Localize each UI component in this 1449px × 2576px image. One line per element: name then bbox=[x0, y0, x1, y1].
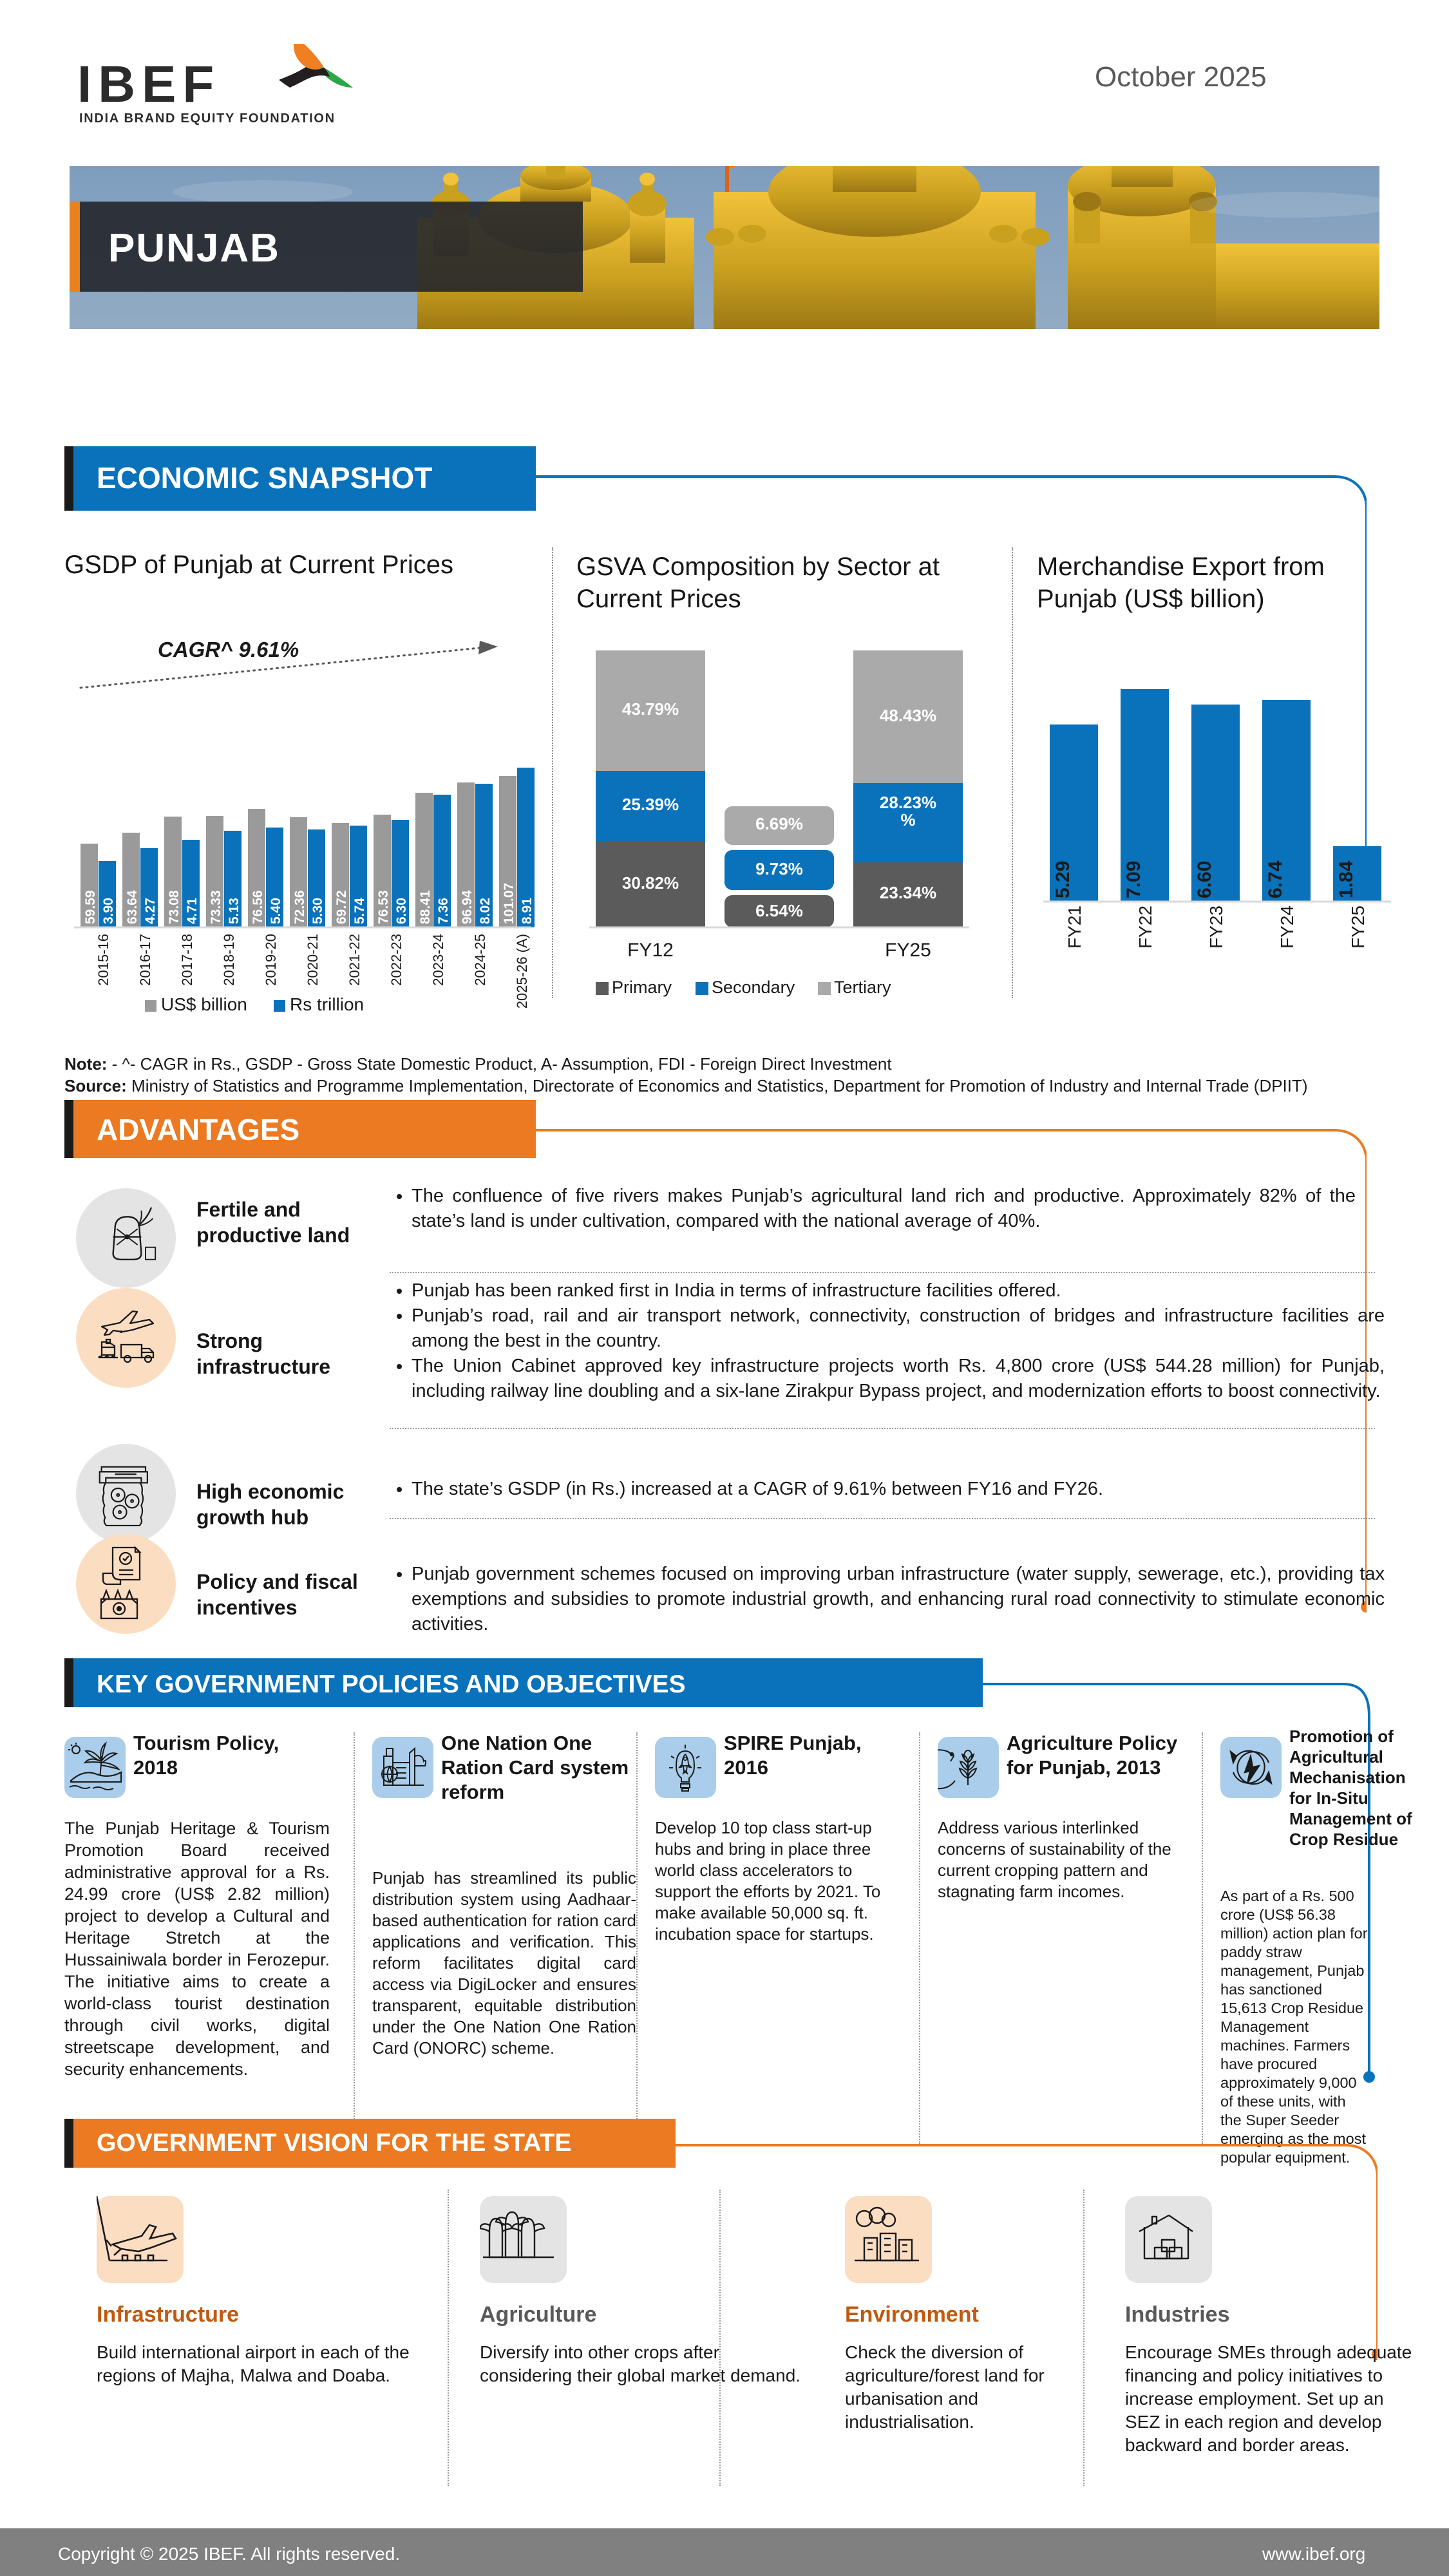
svg-text:76.53: 76.53 bbox=[376, 890, 391, 924]
svg-text:Secondary: Secondary bbox=[712, 978, 795, 997]
svg-text:5.40: 5.40 bbox=[269, 898, 283, 924]
svg-text:8.91: 8.91 bbox=[520, 898, 535, 924]
svg-text:Primary: Primary bbox=[612, 978, 672, 997]
svg-text:Rs trillion: Rs trillion bbox=[290, 995, 364, 1014]
svg-text:23.34%: 23.34% bbox=[880, 883, 936, 902]
svg-text:FY22: FY22 bbox=[1135, 905, 1155, 949]
svg-text:43.79%: 43.79% bbox=[622, 699, 679, 719]
svg-text:3.90: 3.90 bbox=[101, 898, 116, 924]
svg-text:9.73%: 9.73% bbox=[755, 859, 803, 878]
svg-text:30.82%: 30.82% bbox=[622, 873, 679, 893]
svg-text:6.54%: 6.54% bbox=[755, 901, 803, 920]
svg-text:5.13: 5.13 bbox=[227, 898, 242, 924]
svg-text:4.27: 4.27 bbox=[143, 898, 158, 924]
svg-text:8.02: 8.02 bbox=[478, 898, 493, 924]
svg-text:FY24: FY24 bbox=[1277, 905, 1297, 949]
svg-text:28.23%: 28.23% bbox=[880, 793, 936, 812]
svg-text:96.94: 96.94 bbox=[460, 890, 475, 924]
svg-text:FY12: FY12 bbox=[627, 940, 674, 961]
svg-text:73.08: 73.08 bbox=[167, 890, 182, 924]
svg-text:%: % bbox=[900, 810, 915, 829]
svg-text:FY25: FY25 bbox=[885, 940, 931, 961]
svg-text:7.09: 7.09 bbox=[1123, 861, 1144, 898]
svg-text:59.59: 59.59 bbox=[83, 890, 98, 924]
svg-text:Tertiary: Tertiary bbox=[834, 978, 891, 997]
svg-text:88.41: 88.41 bbox=[418, 890, 433, 924]
svg-text:73.33: 73.33 bbox=[209, 890, 223, 924]
svg-text:7.36: 7.36 bbox=[436, 898, 451, 924]
svg-text:2016-17: 2016-17 bbox=[137, 934, 153, 986]
svg-text:6.74: 6.74 bbox=[1265, 860, 1286, 898]
svg-text:INDIA BRAND EQUITY FOUNDATION: INDIA BRAND EQUITY FOUNDATION bbox=[79, 111, 336, 126]
svg-text:69.72: 69.72 bbox=[334, 890, 349, 924]
svg-text:63.64: 63.64 bbox=[125, 890, 140, 924]
svg-text:72.36: 72.36 bbox=[292, 890, 307, 924]
svg-text:6.69%: 6.69% bbox=[755, 814, 803, 833]
svg-text:25.39%: 25.39% bbox=[622, 795, 679, 814]
svg-text:FY23: FY23 bbox=[1206, 905, 1226, 949]
svg-text:76.56: 76.56 bbox=[251, 890, 265, 924]
svg-text:FY25: FY25 bbox=[1348, 905, 1368, 949]
svg-text:6.60: 6.60 bbox=[1194, 861, 1215, 898]
svg-text:2017-18: 2017-18 bbox=[179, 934, 195, 986]
svg-text:2015-16: 2015-16 bbox=[95, 934, 111, 986]
svg-text:CAGR^ 9.61%: CAGR^ 9.61% bbox=[158, 638, 299, 661]
svg-text:2018-19: 2018-19 bbox=[221, 934, 237, 986]
svg-text:5.74: 5.74 bbox=[352, 898, 367, 924]
svg-text:4.71: 4.71 bbox=[185, 898, 200, 924]
svg-text:1.84: 1.84 bbox=[1336, 860, 1357, 898]
svg-text:2020-21: 2020-21 bbox=[305, 934, 321, 986]
svg-text:FY21: FY21 bbox=[1065, 905, 1084, 949]
svg-text:5.30: 5.30 bbox=[310, 898, 325, 924]
svg-text:2021-22: 2021-22 bbox=[346, 934, 363, 986]
svg-text:5.29: 5.29 bbox=[1052, 861, 1074, 898]
svg-text:48.43%: 48.43% bbox=[880, 706, 936, 725]
svg-text:2024-25: 2024-25 bbox=[472, 934, 488, 986]
svg-text:US$ billion: US$ billion bbox=[161, 995, 247, 1014]
svg-text:6.30: 6.30 bbox=[394, 898, 409, 924]
svg-text:101.07: 101.07 bbox=[502, 883, 516, 924]
svg-text:2019-20: 2019-20 bbox=[263, 934, 279, 986]
svg-text:IBEF: IBEF bbox=[77, 55, 220, 113]
svg-text:2023-24: 2023-24 bbox=[430, 934, 446, 986]
svg-text:2022-23: 2022-23 bbox=[388, 934, 404, 986]
